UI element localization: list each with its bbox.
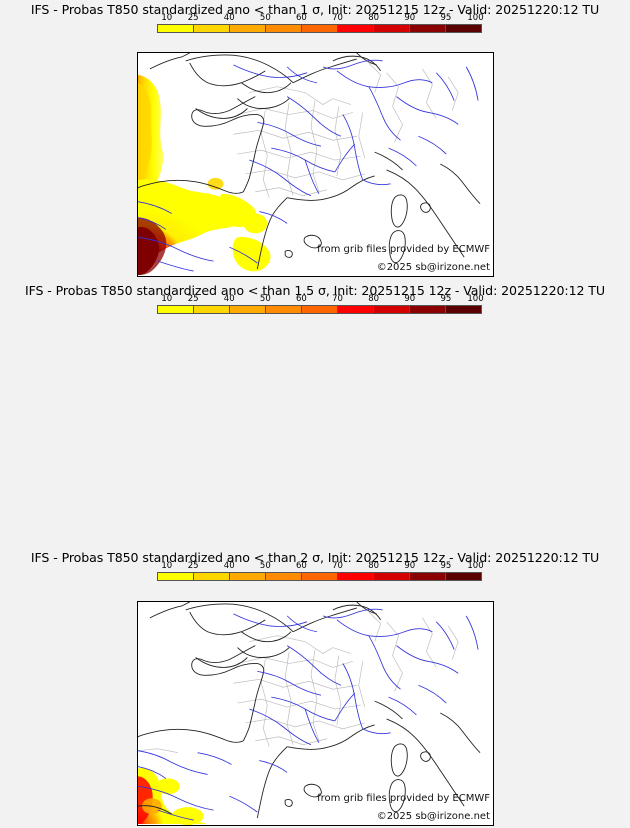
colorbar-tick-95: 95 [440, 13, 452, 23]
colorbar-segment-10 [158, 573, 194, 580]
panel-2-map[interactable]: from grib files provided by ECMWF ©2025 … [137, 601, 494, 826]
colorbar-segment-25 [194, 306, 230, 313]
panel-1-map[interactable]: from grib files provided by ECMWF ©2025 … [137, 52, 494, 277]
panel-2-title-row: IFS - Probas T850 standardized ano < tha… [0, 281, 630, 300]
panel-2-colorbar: 10 25 40 50 60 70 80 90 95 100 [157, 294, 484, 320]
colorbar-tick-25: 25 [187, 13, 199, 23]
colorbar-segment-95 [446, 25, 481, 32]
colorbar-tick-90: 90 [404, 561, 416, 571]
colorbar-segment-95 [446, 306, 481, 313]
panel-3-colorbar-ticks: 10 25 40 50 60 70 80 90 95 100 [157, 561, 484, 572]
panel-1-colorbar: 10 25 40 50 60 70 80 90 95 100 [157, 13, 484, 39]
colorbar-tick-40: 40 [223, 561, 235, 571]
colorbar-tick-90: 90 [404, 294, 416, 304]
panel-1-title: IFS - Probas T850 standardized ano < tha… [30, 2, 600, 17]
colorbar-segment-80 [374, 573, 410, 580]
colorbar-segment-60 [302, 25, 338, 32]
colorbar-tick-25: 25 [187, 294, 199, 304]
colorbar-tick-100: 100 [467, 13, 484, 23]
colorbar-tick-90: 90 [404, 13, 416, 23]
colorbar-tick-60: 60 [296, 561, 307, 571]
colorbar-segment-40 [230, 573, 266, 580]
colorbar-tick-80: 80 [368, 561, 380, 571]
colorbar-segment-90 [410, 306, 446, 313]
colorbar-tick-70: 70 [332, 294, 343, 304]
panel-1-colorbar-ticks: 10 25 40 50 60 70 80 90 95 100 [157, 13, 484, 24]
panel-1-colorbar-swatches [157, 24, 482, 33]
colorbar-segment-10 [158, 25, 194, 32]
map-panel-2: IFS - Probas T850 standardized ano < tha… [0, 281, 630, 826]
colorbar-segment-50 [266, 573, 302, 580]
colorbar-segment-70 [338, 306, 374, 313]
colorbar-tick-70: 70 [332, 561, 343, 571]
colorbar-tick-40: 40 [223, 13, 235, 23]
colorbar-tick-95: 95 [440, 561, 452, 571]
colorbar-tick-10: 10 [161, 13, 173, 23]
colorbar-segment-40 [230, 25, 266, 32]
colorbar-segment-50 [266, 25, 302, 32]
panel-2-colorbar-ticks: 10 25 40 50 60 70 80 90 95 100 [157, 294, 484, 305]
colorbar-tick-95: 95 [440, 294, 452, 304]
colorbar-segment-60 [302, 306, 338, 313]
colorbar-segment-60 [302, 573, 338, 580]
panel-3-title: IFS - Probas T850 standardized ano < tha… [30, 550, 600, 565]
panel-2-colorbar-swatches [157, 305, 482, 314]
colorbar-tick-25: 25 [187, 561, 199, 571]
colorbar-tick-100: 100 [467, 561, 484, 571]
panel-3-colorbar: 10 25 40 50 60 70 80 90 95 100 [157, 561, 484, 587]
colorbar-tick-80: 80 [368, 13, 380, 23]
colorbar-segment-50 [266, 306, 302, 313]
colorbar-tick-50: 50 [259, 561, 271, 571]
colorbar-segment-70 [338, 573, 374, 580]
colorbar-segment-10 [158, 306, 194, 313]
colorbar-segment-80 [374, 25, 410, 32]
panel-3-colorbar-swatches [157, 572, 482, 581]
colorbar-segment-40 [230, 306, 266, 313]
panel-2-map-graphic [138, 602, 493, 825]
colorbar-segment-90 [410, 25, 446, 32]
colorbar-segment-25 [194, 573, 230, 580]
panel-1-map-graphic [138, 53, 493, 276]
colorbar-segment-90 [410, 573, 446, 580]
colorbar-tick-70: 70 [332, 13, 343, 23]
colorbar-segment-25 [194, 25, 230, 32]
map-panel-3: IFS - Probas T850 standardized ano < tha… [0, 548, 630, 828]
colorbar-tick-10: 10 [161, 294, 173, 304]
colorbar-tick-100: 100 [467, 294, 484, 304]
colorbar-tick-80: 80 [368, 294, 380, 304]
colorbar-segment-95 [446, 573, 481, 580]
panel-3-title-row: IFS - Probas T850 standardized ano < tha… [0, 548, 630, 567]
colorbar-tick-60: 60 [296, 294, 307, 304]
colorbar-tick-10: 10 [161, 561, 173, 571]
panel-1-title-row: IFS - Probas T850 standardized ano < tha… [0, 0, 630, 19]
panel-2-title: IFS - Probas T850 standardized ano < tha… [24, 283, 606, 298]
colorbar-tick-40: 40 [223, 294, 235, 304]
colorbar-tick-50: 50 [259, 294, 271, 304]
colorbar-segment-70 [338, 25, 374, 32]
colorbar-tick-60: 60 [296, 13, 307, 23]
colorbar-segment-80 [374, 306, 410, 313]
colorbar-tick-50: 50 [259, 13, 271, 23]
map-panel-1: IFS - Probas T850 standardized ano < tha… [0, 0, 630, 281]
